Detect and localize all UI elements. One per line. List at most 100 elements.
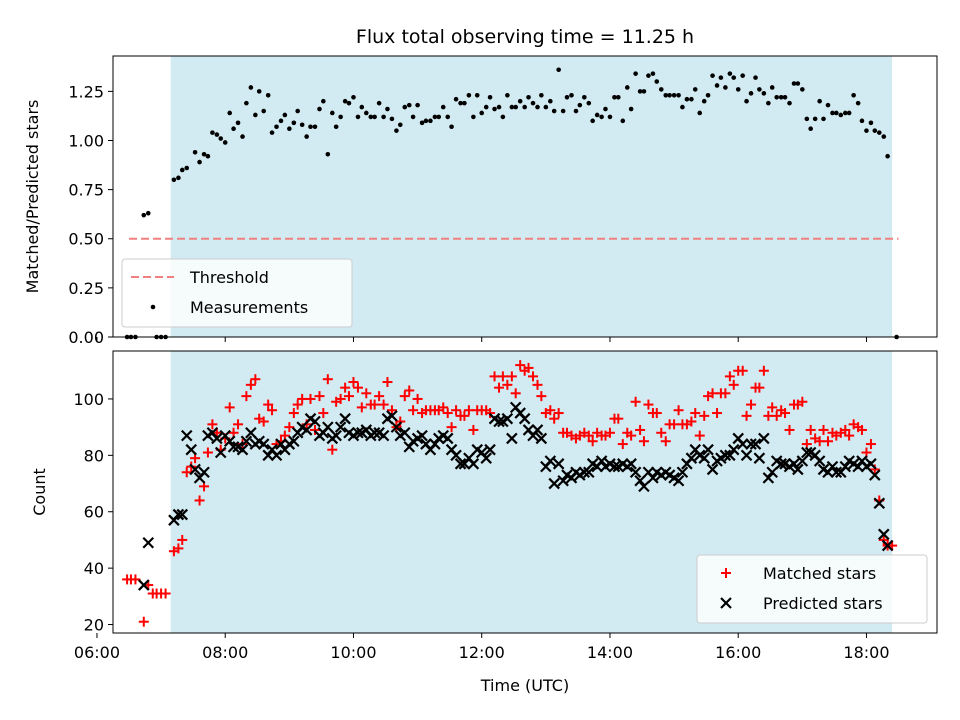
- predicted-star-point: [548, 477, 560, 490]
- measurement-point: [735, 87, 741, 92]
- measurement-point: [654, 79, 660, 84]
- predicted-star-point: [189, 463, 201, 476]
- predicted-star-point: [390, 421, 403, 433]
- matched-star-point: [528, 371, 539, 382]
- matched-star-point: [412, 393, 423, 404]
- legend-plus-marker: [721, 568, 731, 578]
- predicted-star-point: [172, 508, 185, 521]
- predicted-star-point: [386, 410, 398, 422]
- matched-star-point: [784, 424, 795, 435]
- predicted-star-point: [142, 536, 155, 549]
- matched-star-point: [288, 408, 299, 419]
- predicted-star-point: [270, 449, 283, 462]
- predicted-star-point: [214, 446, 227, 459]
- matched-star-point: [250, 374, 261, 385]
- measurement-point: [381, 114, 386, 120]
- matched-star-point: [497, 371, 508, 382]
- measurement-point: [474, 93, 480, 98]
- matched-star-point: [459, 410, 470, 421]
- measurement-point: [500, 114, 506, 120]
- measurement-point: [253, 112, 258, 118]
- measurement-point: [603, 106, 608, 112]
- measurement-point: [436, 114, 442, 120]
- matched-star-point: [343, 391, 354, 402]
- measurement-point: [646, 73, 651, 78]
- measurement-point: [872, 128, 878, 133]
- measurement-point: [727, 71, 733, 76]
- measurement-point: [684, 96, 690, 102]
- matched-star-point: [267, 405, 278, 416]
- matched-star-point: [408, 405, 419, 416]
- x-tick-label: 14:00: [587, 643, 633, 662]
- matched-star-point: [587, 436, 598, 447]
- matched-star-point: [510, 388, 521, 399]
- matched-star-point: [604, 427, 615, 438]
- predicted-star-point: [257, 438, 270, 450]
- measurement-point: [573, 108, 579, 114]
- predicted-star-point: [518, 412, 531, 425]
- predicted-star-point: [647, 472, 659, 484]
- measurement-point: [761, 91, 767, 96]
- measurement-point: [308, 124, 313, 130]
- measurement-point: [676, 93, 681, 98]
- matched-star-point: [369, 399, 380, 410]
- measurement-point: [240, 134, 245, 139]
- measurement-point: [402, 104, 408, 110]
- matched-star-point: [202, 447, 213, 458]
- ratio-legend: Threshold Measurements: [121, 258, 353, 328]
- matched-star-point: [233, 419, 244, 430]
- measurement-point: [582, 94, 587, 100]
- predicted-star-point: [852, 460, 864, 473]
- measurement-point: [304, 134, 309, 139]
- measurement-point: [453, 96, 459, 102]
- predicted-star-point: [185, 443, 198, 456]
- predicted-star-point: [881, 539, 894, 552]
- matched-star-point: [712, 408, 723, 419]
- measurement-point: [355, 114, 361, 120]
- measurement-point: [548, 98, 553, 104]
- matched-star-point: [583, 430, 594, 441]
- legend-x-marker: [720, 597, 732, 609]
- measurement-point: [282, 112, 288, 118]
- x-tick-label: 08:00: [202, 643, 248, 662]
- predicted-star-point: [796, 455, 809, 467]
- matched-star-point: [463, 405, 474, 416]
- matched-star-point: [814, 436, 825, 447]
- measurement-point: [551, 108, 557, 114]
- measurement-point: [868, 120, 874, 126]
- matched-star-point: [549, 413, 560, 424]
- measurement-point: [766, 100, 771, 106]
- matched-star-point: [720, 388, 731, 399]
- matched-star-point: [138, 616, 149, 627]
- measurement-point: [612, 94, 617, 100]
- x-tick-label: 12:00: [459, 643, 505, 662]
- measurement-point: [782, 94, 788, 100]
- predicted-star-point: [557, 474, 569, 487]
- measurement-point: [590, 118, 595, 124]
- measurement-point: [740, 73, 746, 78]
- matched-star-point: [763, 410, 774, 421]
- measurement-point: [483, 104, 489, 110]
- matched-star-point: [771, 410, 782, 421]
- predicted-star-point: [762, 472, 775, 484]
- predicted-star-point: [608, 460, 621, 473]
- measurement-point: [650, 71, 656, 76]
- measurement-point: [299, 122, 305, 128]
- matched-star-point: [502, 379, 513, 390]
- matched-star-point: [669, 419, 680, 430]
- predicted-star-point: [745, 438, 757, 450]
- y-tick-label: 0.75: [68, 181, 104, 200]
- predicted-star-point: [813, 455, 826, 467]
- measurement-point: [834, 110, 839, 116]
- legend-measurements-label: Measurements: [190, 298, 308, 317]
- y-tick-label: 40: [84, 559, 104, 578]
- predicted-star-point: [552, 458, 565, 470]
- matched-star-point: [489, 371, 500, 382]
- predicted-star-point: [484, 443, 496, 456]
- predicted-star-point: [368, 427, 381, 439]
- matched-star-point: [451, 405, 462, 416]
- matched-star-point: [553, 408, 564, 419]
- predicted-star-point: [377, 429, 390, 442]
- matched-star-point: [361, 388, 372, 399]
- matched-star-point: [305, 393, 316, 404]
